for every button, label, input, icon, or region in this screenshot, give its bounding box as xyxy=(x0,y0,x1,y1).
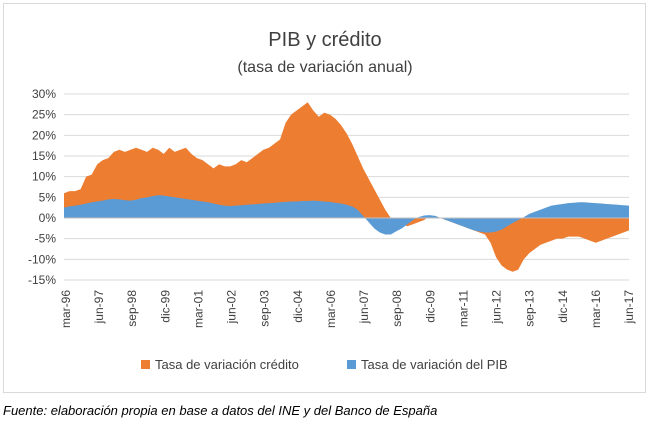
x-tick-label: dic-04 xyxy=(291,290,305,323)
x-tick-label: jun-97 xyxy=(92,290,106,325)
series-area-credito xyxy=(64,102,629,272)
x-tick-label: dic-14 xyxy=(556,290,570,323)
legend-swatch-pib xyxy=(347,360,356,369)
x-tick-label: sep-13 xyxy=(523,290,537,327)
chart-title: PIB y crédito xyxy=(268,29,381,51)
x-tick-label: mar-11 xyxy=(456,290,470,327)
y-tick-label: 10% xyxy=(32,170,56,184)
chart-frame: PIB y crédito (tasa de variación anual) … xyxy=(3,3,646,393)
chart-subtitle: (tasa de variación anual) xyxy=(237,59,412,76)
legend-label-pib: Tasa de variación del PIB xyxy=(361,357,508,372)
legend-swatch-credito xyxy=(141,360,150,369)
x-tick-label: sep-98 xyxy=(125,290,139,327)
chart-svg: PIB y crédito (tasa de variación anual) … xyxy=(28,29,636,372)
x-tick-label: mar-01 xyxy=(191,290,205,328)
legend: Tasa de variación crédito Tasa de variac… xyxy=(141,357,508,372)
source-note: Fuente: elaboración propia en base a dat… xyxy=(3,403,438,418)
x-tick-label: mar-16 xyxy=(589,290,603,328)
y-tick-label: 25% xyxy=(32,108,56,122)
y-tick-label: -15% xyxy=(28,273,56,287)
x-tick-label: dic-09 xyxy=(423,290,437,323)
y-tick-label: 20% xyxy=(32,128,56,142)
series-area-pib xyxy=(64,195,629,235)
y-tick-label: 15% xyxy=(32,149,56,163)
x-tick-label: mar-96 xyxy=(59,290,73,328)
x-tick-label: jun-12 xyxy=(490,290,504,325)
x-tick-label: jun-17 xyxy=(622,290,636,325)
y-tick-label: 5% xyxy=(39,190,57,204)
y-tick-label: 0% xyxy=(39,211,57,225)
x-tick-label: jun-02 xyxy=(225,290,239,325)
x-tick-label: jun-07 xyxy=(357,290,371,325)
plot-area xyxy=(64,102,629,272)
x-axis: mar-96 jun-97 sep-98 dic-99 mar-01 jun-02 sep-… xyxy=(59,290,636,328)
x-tick-label: sep-03 xyxy=(258,290,272,327)
x-tick-label: mar-06 xyxy=(324,290,338,328)
x-tick-label: dic-99 xyxy=(158,290,172,323)
y-axis: 30% 25% 20% 15% 10% 5% 0% -5% -10% -15% xyxy=(28,87,56,287)
y-tick-label: -10% xyxy=(28,252,56,266)
x-tick-label: sep-08 xyxy=(390,290,404,327)
y-tick-label: -5% xyxy=(35,232,57,246)
legend-label-credito: Tasa de variación crédito xyxy=(155,357,299,372)
y-tick-label: 30% xyxy=(32,87,56,101)
